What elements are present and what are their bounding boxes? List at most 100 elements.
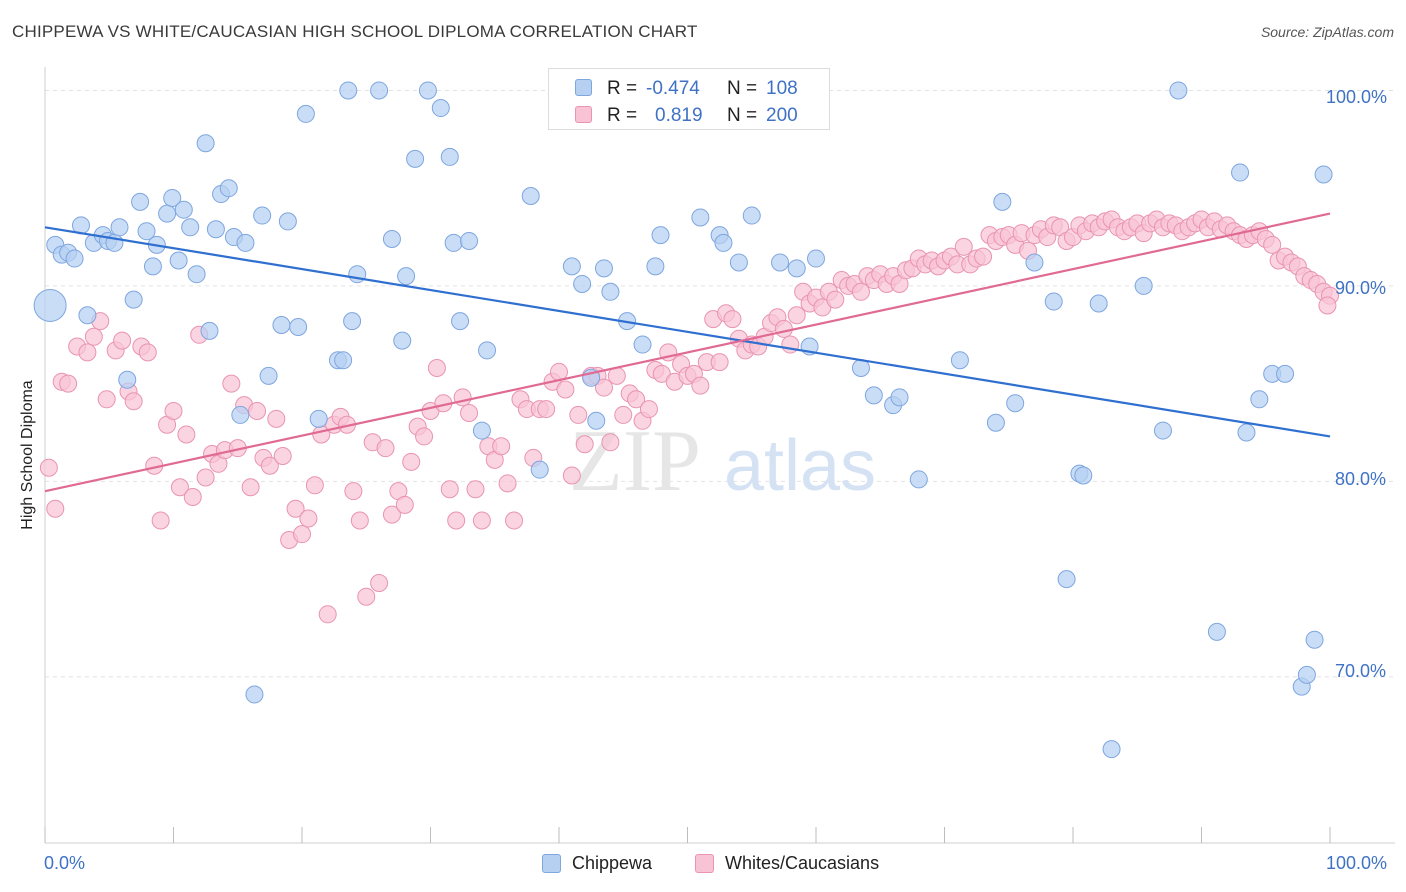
whites-point — [344, 482, 363, 501]
chippewa-point — [370, 81, 389, 100]
legend-n-label: N = — [727, 105, 758, 126]
chippewa-point — [1025, 253, 1044, 272]
legend-n-value: 108 — [766, 78, 798, 99]
whites-point — [427, 359, 446, 378]
whites-point — [639, 400, 658, 419]
series-legend: Chippewa Whites/Caucasians — [0, 852, 1406, 876]
whites-point — [575, 435, 594, 454]
chippewa-point — [406, 149, 425, 168]
watermark: ZIP atlas — [569, 413, 876, 510]
y-tick-80: 80.0% — [1335, 469, 1387, 489]
grid-lines — [45, 89, 1395, 678]
chippewa-point — [1297, 665, 1316, 684]
chippewa-point — [206, 220, 225, 239]
chippewa-point — [272, 316, 291, 335]
legend-swatch-blue — [542, 854, 561, 873]
trend-lines — [44, 212, 1331, 493]
whites-point — [151, 511, 170, 530]
whites-point — [293, 525, 311, 544]
chippewa-point — [601, 282, 620, 301]
chippewa-point — [110, 218, 129, 237]
y-axis-label: High School Diploma — [19, 380, 36, 530]
legend-r-label: R = — [607, 105, 638, 126]
chippewa-point — [1102, 740, 1121, 759]
whites-point — [177, 425, 196, 444]
chippewa-point — [118, 370, 137, 389]
whites-point — [382, 505, 401, 524]
chippewa-point — [245, 685, 264, 704]
chippewa-point — [124, 290, 143, 309]
chippewa-point — [1276, 364, 1295, 383]
chippewa-point — [418, 81, 437, 100]
whites-point — [601, 433, 620, 452]
whites-point — [691, 376, 710, 395]
chippewa-point — [729, 253, 748, 272]
chippewa-point — [986, 413, 1005, 432]
legend-n-value: 200 — [766, 105, 798, 126]
chippewa-point — [587, 411, 606, 430]
whites-point — [376, 439, 395, 458]
legend-swatch-pink — [695, 854, 714, 873]
chippewa-point — [1314, 165, 1333, 184]
watermark-atlas: atlas — [724, 426, 876, 506]
chippewa-point — [530, 460, 549, 479]
whites-point — [537, 400, 556, 419]
legend-label-whites: Whites/Caucasians — [725, 853, 880, 873]
chippewa-point — [1169, 81, 1188, 100]
chippewa-point — [1153, 421, 1172, 440]
chippewa-point — [1237, 423, 1256, 442]
chippewa-point — [33, 288, 67, 322]
whites-point — [447, 511, 466, 530]
series-chippewa — [33, 81, 1333, 759]
source-credit: Source: ZipAtlas.com — [1260, 24, 1394, 40]
chippewa-point — [1089, 294, 1108, 313]
chippewa-point — [594, 259, 613, 278]
y-tick-90: 90.0% — [1335, 278, 1387, 298]
chippewa-point — [343, 312, 362, 331]
legend-row-chippewa: R = -0.474 N = 108 — [549, 75, 829, 101]
x-tick-max: 100.0% — [1326, 853, 1388, 873]
whites-point — [267, 409, 286, 428]
chippewa-point — [864, 386, 883, 405]
chippewa-point — [334, 351, 353, 370]
series-whites — [39, 210, 1339, 624]
chippewa-point — [158, 204, 177, 223]
chippewa-point — [278, 212, 297, 231]
whites-point — [170, 478, 189, 497]
chippewa-point — [231, 405, 250, 424]
chippewa-point — [163, 188, 182, 207]
whites-point — [78, 343, 97, 362]
chippewa-point — [196, 134, 215, 153]
chippewa-point — [1057, 570, 1076, 589]
whites-point — [594, 378, 613, 397]
chippewa-point — [143, 257, 162, 276]
whites-point — [164, 402, 183, 421]
whites-point — [59, 374, 78, 393]
legend-swatch-blue — [575, 79, 592, 96]
whites-point — [84, 327, 103, 346]
whites-point — [350, 511, 369, 530]
whites-point — [562, 466, 581, 485]
chippewa-point — [646, 257, 665, 276]
chippewa-point — [382, 230, 401, 249]
whites-point — [138, 343, 157, 362]
chippewa-point — [562, 257, 581, 276]
chippewa-point — [691, 208, 710, 227]
whites-point — [222, 374, 241, 393]
chippewa-point — [397, 267, 416, 286]
chippewa-point — [1250, 390, 1269, 409]
whites-point — [395, 495, 414, 514]
legend-row-whites: R = 0.819 N = 200 — [549, 102, 829, 128]
chippewa-point — [714, 233, 733, 252]
whites-point — [440, 480, 459, 499]
chippewa-point — [219, 179, 238, 198]
chippewa-point — [440, 147, 459, 166]
trend-line-chippewa — [44, 226, 1331, 438]
whites-point — [505, 511, 524, 530]
whites-point — [774, 319, 793, 338]
legend-label-chippewa: Chippewa — [572, 853, 653, 873]
whites-point — [492, 437, 511, 456]
chippewa-point — [393, 331, 412, 350]
whites-point — [273, 446, 292, 465]
